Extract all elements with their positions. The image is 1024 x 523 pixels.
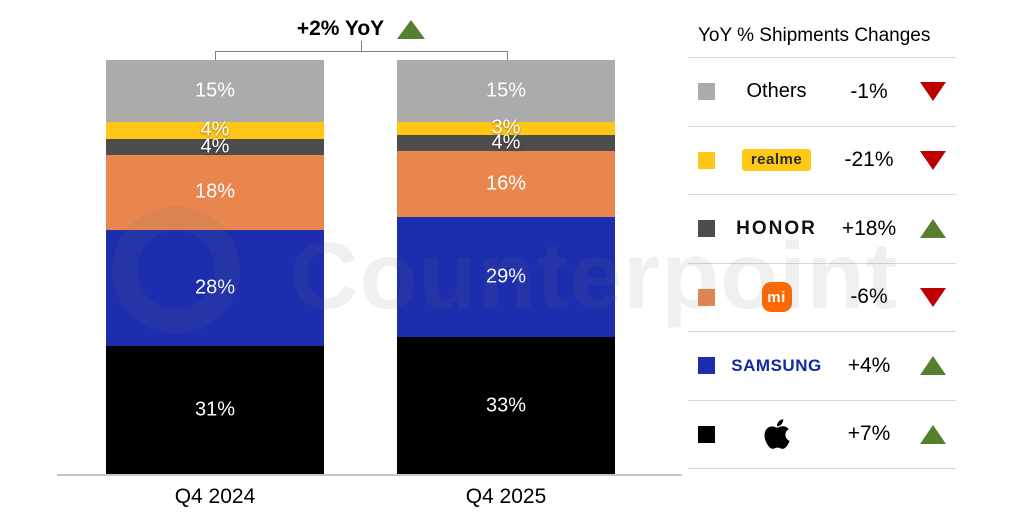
apple-change-value: +7% [847, 422, 891, 446]
xiaomi-brand-label: mi [725, 282, 828, 313]
bar-q4-2024: 15% 4% 4% 18% 28% 31% [106, 60, 324, 474]
bar-segment-xiaomi: 18% [106, 155, 324, 230]
apple-brand-label [725, 417, 828, 451]
bar-segment-value-label: 18% [194, 180, 236, 203]
legend-row-others: Others -1% [688, 58, 956, 127]
x-axis-line [57, 474, 682, 476]
realme-logo-badge: realme [741, 149, 812, 172]
others-change-value: -1% [850, 79, 888, 103]
total-annotation-label: +2% YoY [296, 17, 385, 40]
legend-row-apple: +7% [688, 401, 956, 469]
bar-segment-value-label: 4% [491, 131, 521, 154]
bar-segment-value-label: 29% [485, 265, 527, 288]
up-triangle-icon [397, 19, 426, 39]
samsung-brand-label: SAMSUNG [731, 355, 822, 375]
up-triangle-icon [920, 356, 946, 376]
apple-logo-icon [764, 419, 790, 450]
legend-panel: YoY % Shipments Changes Others -1% realme -… [688, 14, 956, 469]
samsung-change-value: +4% [847, 353, 891, 377]
bar-segment-realme: 4% [106, 119, 324, 141]
realme-change-value: -21% [844, 148, 894, 172]
bar-segment-honor: 4% [397, 131, 615, 153]
bar-segment-samsung: 28% [106, 229, 324, 346]
others-brand-label: Others [746, 80, 807, 103]
bar-segment-value-label: 4% [200, 135, 230, 158]
bar-segment-apple: 31% [106, 345, 324, 474]
up-triangle-icon [920, 424, 946, 444]
legend-title: YoY % Shipments Changes [688, 14, 956, 58]
bar-segment-xiaomi: 16% [397, 151, 615, 218]
xiaomi-logo-icon: mi [761, 282, 792, 313]
bar-segment-value-label: 31% [194, 398, 236, 421]
bracket-tick-left [215, 51, 216, 60]
others-swatch [698, 83, 715, 101]
down-triangle-icon [920, 287, 946, 307]
apple-swatch [698, 425, 715, 443]
xiaomi-swatch [698, 288, 715, 306]
apple-logo-icon [763, 417, 791, 451]
bar-segment-value-label: 28% [194, 276, 236, 299]
legend-rows: Others -1% realme -21% HONOR +18% mi -6% SAMSUNG… [688, 58, 956, 469]
down-triangle-icon [920, 82, 946, 102]
x-axis-label-q4-2024: Q4 2024 [174, 485, 256, 508]
bar-segment-value-label: 16% [485, 172, 527, 195]
bar-segment-honor: 4% [106, 135, 324, 157]
xiaomi-change-value: -6% [850, 285, 888, 309]
up-triangle-icon [920, 219, 946, 239]
honor-swatch [698, 220, 715, 238]
bracket-tick-right [506, 51, 508, 60]
legend-row-honor: HONOR +18% [688, 195, 956, 264]
bar-segment-others: 15% [106, 60, 324, 123]
honor-brand-label: HONOR [736, 217, 817, 239]
x-axis-label-q4-2025: Q4 2025 [465, 485, 547, 508]
samsung-swatch [698, 357, 715, 375]
honor-change-value: +18% [841, 216, 897, 240]
bar-segment-value-label: 15% [194, 79, 236, 102]
down-triangle-icon [920, 150, 946, 170]
legend-row-xiaomi: mi -6% [688, 264, 956, 332]
legend-row-realme: realme -21% [688, 127, 956, 195]
bar-segment-value-label: 33% [485, 394, 527, 417]
bar-segment-value-label: 15% [485, 79, 527, 102]
bar-segment-others: 15% [397, 60, 615, 123]
total-annotation: +2% YoY [211, 16, 511, 42]
bracket-tick-middle [360, 41, 362, 51]
bar-q4-2025: 15% 3% 4% 16% 29% 33% [397, 60, 615, 474]
bracket-line [215, 51, 508, 52]
bar-segment-realme: 3% [397, 117, 615, 139]
realme-brand-label: realme [725, 149, 828, 172]
realme-swatch [698, 151, 715, 169]
bar-segment-apple: 33% [397, 337, 615, 474]
bar-segment-samsung: 29% [397, 217, 615, 338]
legend-row-samsung: SAMSUNG +4% [688, 332, 956, 401]
